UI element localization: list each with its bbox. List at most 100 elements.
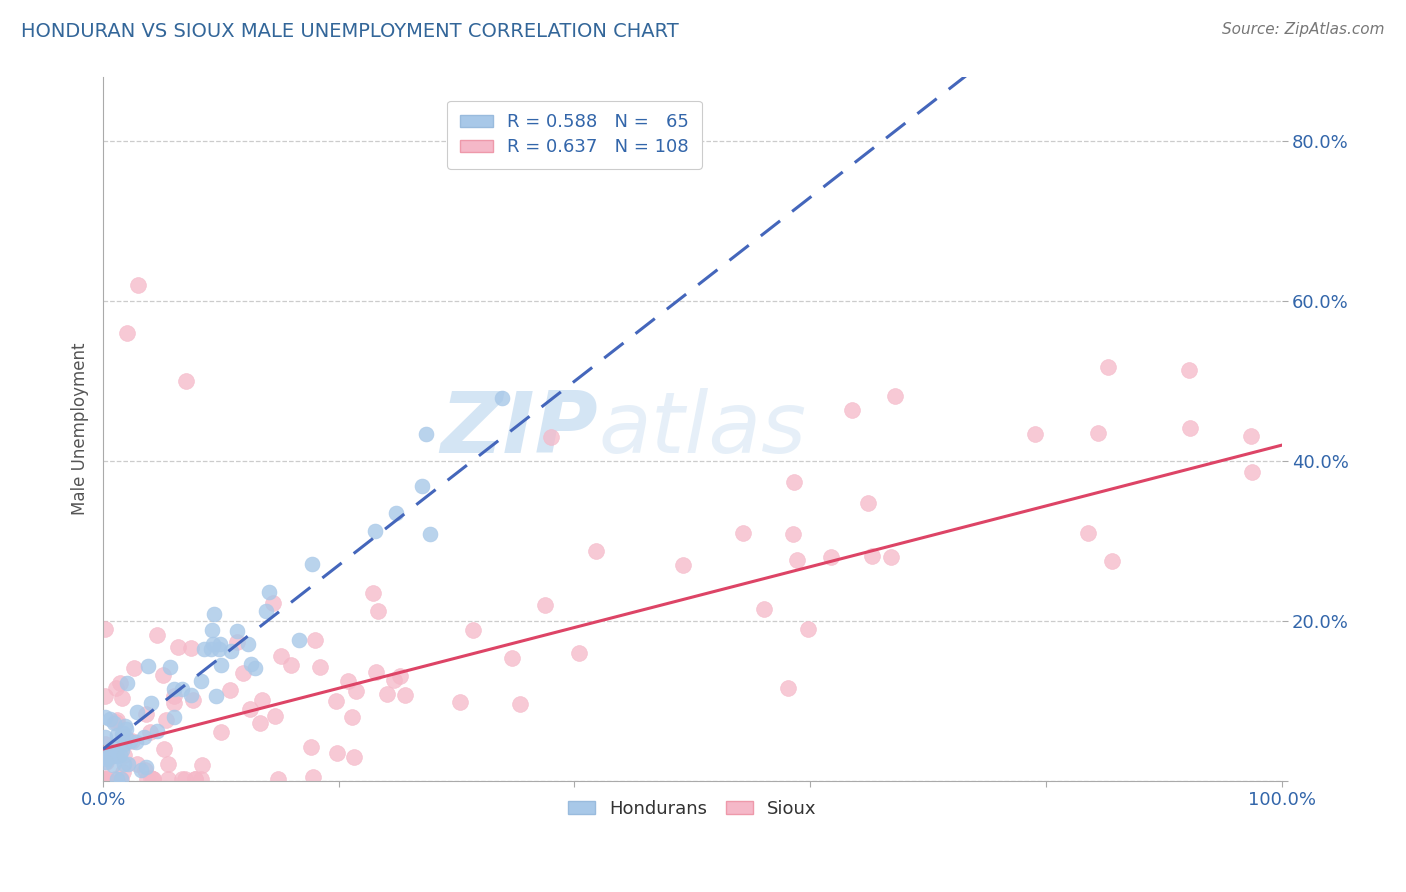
Point [142, 772, 165, 787]
Point [181, 693, 204, 707]
Point [132, 730, 155, 744]
Point [96, 772, 118, 787]
Point [163, 682, 186, 697]
Point [239, 657, 262, 672]
Point [752, 602, 775, 616]
Point [382, 673, 405, 688]
Point [180, 641, 202, 656]
Point [344, 684, 367, 698]
Point [299, 740, 322, 755]
Point [209, 725, 232, 739]
Point [139, 724, 162, 739]
Point [115, 722, 138, 736]
Point [184, 772, 207, 787]
Point [375, 687, 398, 701]
Point [1241, 465, 1264, 479]
Point [108, 747, 131, 762]
Point [135, 759, 157, 773]
Point [112, 765, 135, 780]
Point [94, 737, 117, 751]
Point [184, 772, 207, 787]
Point [1024, 426, 1046, 441]
Point [249, 715, 271, 730]
Point [167, 640, 190, 654]
Point [280, 658, 302, 673]
Point [111, 727, 134, 741]
Point [112, 747, 135, 762]
Point [841, 403, 863, 417]
Point [121, 734, 143, 748]
Point [568, 646, 591, 660]
Point [94, 690, 117, 704]
Point [367, 604, 389, 618]
Point [135, 706, 157, 721]
Point [783, 475, 806, 489]
Point [264, 709, 287, 723]
Point [325, 694, 347, 708]
Point [146, 627, 169, 641]
Point [108, 676, 131, 690]
Point [219, 644, 242, 658]
Point [254, 604, 277, 618]
Point [94, 772, 117, 787]
Point [394, 688, 416, 702]
Point [125, 706, 148, 720]
Point [104, 681, 127, 696]
Point [120, 734, 142, 748]
Text: ZIP: ZIP [440, 388, 598, 471]
Point [364, 665, 387, 680]
Point [153, 741, 176, 756]
Point [259, 585, 281, 599]
Point [1239, 428, 1261, 442]
Point [225, 624, 247, 639]
Point [110, 772, 132, 787]
Point [170, 681, 193, 696]
Point [122, 661, 145, 675]
Point [364, 524, 387, 539]
Point [129, 763, 152, 777]
Point [884, 389, 907, 403]
Point [172, 772, 194, 787]
Point [112, 757, 135, 772]
Point [94, 772, 117, 787]
Point [250, 693, 273, 707]
Point [156, 757, 179, 772]
Point [411, 479, 433, 493]
Point [152, 668, 174, 682]
Point [533, 599, 555, 613]
Point [127, 278, 149, 293]
Point [190, 772, 212, 787]
Point [141, 771, 163, 785]
Point [136, 659, 159, 673]
Point [112, 737, 135, 751]
Point [96, 772, 118, 787]
Point [1077, 525, 1099, 540]
Point [94, 755, 117, 769]
Text: Source: ZipAtlas.com: Source: ZipAtlas.com [1222, 22, 1385, 37]
Point [301, 770, 323, 784]
Point [101, 749, 124, 764]
Text: atlas: atlas [598, 388, 806, 471]
Point [98, 748, 121, 763]
Point [174, 772, 197, 787]
Point [114, 730, 136, 744]
Point [202, 607, 225, 621]
Legend: Hondurans, Sioux: Hondurans, Sioux [561, 792, 824, 825]
Point [159, 660, 181, 674]
Point [125, 756, 148, 771]
Point [94, 749, 117, 764]
Point [1097, 359, 1119, 374]
Point [301, 558, 323, 572]
Point [94, 709, 117, 723]
Point [100, 746, 122, 760]
Point [145, 723, 167, 738]
Text: HONDURAN VS SIOUX MALE UNEMPLOYMENT CORRELATION CHART: HONDURAN VS SIOUX MALE UNEMPLOYMENT CORR… [21, 22, 679, 41]
Point [114, 719, 136, 733]
Point [101, 739, 124, 754]
Point [325, 746, 347, 760]
Point [105, 728, 128, 742]
Point [201, 624, 224, 638]
Point [94, 730, 117, 744]
Y-axis label: Male Unemployment: Male Unemployment [72, 343, 89, 516]
Point [105, 713, 128, 727]
